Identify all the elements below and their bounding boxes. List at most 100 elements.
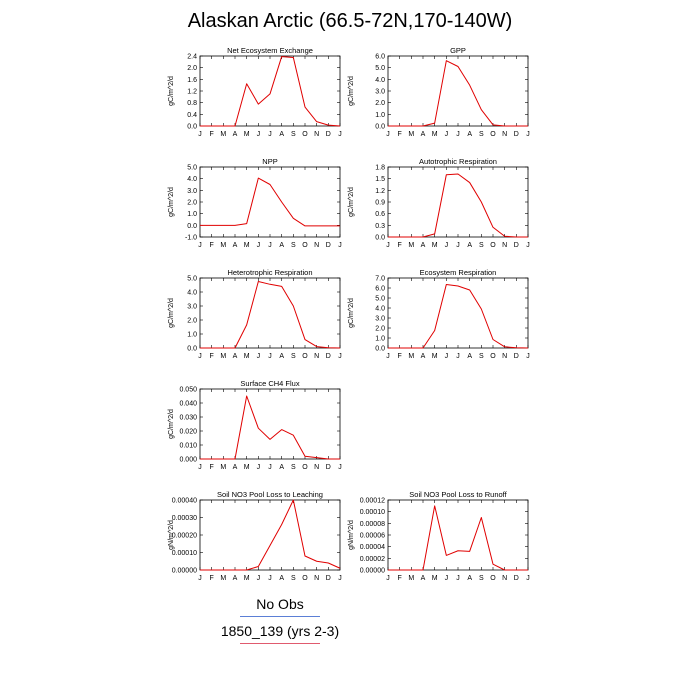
series-line [388, 60, 528, 127]
x-tick-label: J [526, 242, 530, 249]
x-tick-label: O [302, 131, 308, 138]
plot-frame [199, 499, 341, 571]
plot-frame [387, 499, 529, 571]
y-tick-label: 0.0 [375, 346, 385, 353]
y-axis-label: gC/m^2/d [348, 76, 355, 106]
y-tick-label: 0.0 [187, 346, 197, 353]
x-tick-label: J [456, 353, 460, 360]
y-tick-label: 0.3 [375, 223, 385, 230]
x-tick-label: F [398, 131, 402, 138]
x-tick-label: F [398, 353, 402, 360]
y-tick-label: 0.0 [187, 124, 197, 131]
x-tick-label: D [514, 353, 519, 360]
x-tick-label: A [421, 131, 426, 138]
plot-frame [199, 388, 341, 460]
x-tick-label: S [291, 575, 296, 582]
x-tick-label: A [233, 242, 238, 249]
x-tick-label: O [302, 242, 308, 249]
chart-title: Surface CH4 Flux [240, 379, 299, 388]
y-tick-label: 1.0 [187, 332, 197, 339]
chart-title: Soil NO3 Pool Loss to Runoff [409, 490, 507, 499]
x-tick-label: J [268, 464, 272, 471]
chart-panel: Soil NO3 Pool Loss to Runoff 0.00000 0.000… [348, 490, 530, 582]
x-tick-label: A [233, 464, 238, 471]
y-axis-label: gN/m^2/d [168, 520, 175, 550]
y-tick-label: 4.0 [187, 290, 197, 297]
y-axis-label: gC/m^2/d [168, 76, 175, 106]
x-tick-label: J [257, 575, 261, 582]
x-tick-label: J [198, 464, 202, 471]
x-tick-label: D [326, 464, 331, 471]
y-tick-label: 2.0 [375, 326, 385, 333]
y-tick-label: 3.0 [375, 89, 385, 96]
y-tick-label: 3.0 [375, 316, 385, 323]
x-tick-label: M [244, 131, 250, 138]
x-tick-label: J [268, 353, 272, 360]
x-tick-label: N [314, 242, 319, 249]
y-axis-label: gC/m^2/d [168, 298, 175, 328]
x-tick-label: N [502, 242, 507, 249]
x-tick-label: S [291, 131, 296, 138]
y-tick-label: 0.00000 [360, 568, 385, 575]
x-tick-label: M [408, 353, 414, 360]
x-tick-label: J [338, 575, 342, 582]
x-tick-label: O [490, 242, 496, 249]
x-tick-label: O [490, 575, 496, 582]
x-tick-label: F [210, 575, 214, 582]
x-tick-label: J [268, 575, 272, 582]
y-tick-label: 0.00030 [172, 515, 197, 522]
y-axis-label: gN/m^2/d [348, 520, 355, 550]
x-tick-label: J [198, 242, 202, 249]
x-tick-label: M [244, 575, 250, 582]
x-tick-label: J [386, 353, 390, 360]
y-tick-label: 0.4 [187, 112, 197, 119]
y-tick-label: 1.2 [187, 89, 197, 96]
y-tick-label: 3.0 [187, 304, 197, 311]
series-line [200, 177, 340, 227]
x-tick-label: M [220, 575, 226, 582]
legend-line-model [240, 643, 320, 644]
y-tick-label: 1.8 [375, 165, 385, 172]
x-tick-label: J [268, 131, 272, 138]
x-tick-label: J [257, 353, 261, 360]
y-tick-label: 2.0 [187, 65, 197, 72]
y-tick-label: -1.0 [185, 235, 197, 242]
x-tick-label: A [233, 353, 238, 360]
y-tick-label: 0.00010 [360, 509, 385, 516]
y-tick-label: 0.00004 [360, 544, 385, 551]
x-tick-label: M [244, 242, 250, 249]
x-tick-label: M [408, 242, 414, 249]
legend-line-no-obs [240, 616, 320, 617]
x-tick-label: M [220, 464, 226, 471]
legend-label-no-obs: No Obs [256, 596, 304, 612]
plot-frame [387, 166, 529, 238]
y-tick-label: 4.0 [375, 77, 385, 84]
y-tick-label: 0.9 [375, 200, 385, 207]
x-tick-label: F [210, 464, 214, 471]
x-tick-label: J [338, 242, 342, 249]
x-tick-label: J [338, 464, 342, 471]
y-tick-label: 5.0 [375, 296, 385, 303]
x-tick-label: O [302, 575, 308, 582]
plot-frame [199, 166, 341, 238]
series-line [388, 505, 528, 571]
x-tick-label: N [502, 353, 507, 360]
x-tick-label: D [514, 131, 519, 138]
x-tick-label: F [210, 242, 214, 249]
y-tick-label: 0.050 [179, 387, 197, 394]
y-tick-label: 0.0 [375, 124, 385, 131]
page-title: Alaskan Arctic (66.5-72N,170-140W) [187, 10, 513, 32]
x-tick-label: M [220, 242, 226, 249]
y-tick-label: 1.2 [375, 188, 385, 195]
x-tick-label: A [467, 242, 472, 249]
x-tick-label: J [386, 575, 390, 582]
x-tick-label: J [456, 575, 460, 582]
y-tick-label: 5.0 [187, 276, 197, 283]
x-tick-label: F [398, 575, 402, 582]
y-tick-label: 2.0 [375, 100, 385, 107]
chart-panel: Surface CH4 Flux 0.000 0.010 0.020 0.030 0.04… [168, 379, 342, 471]
x-tick-label: A [279, 353, 284, 360]
x-tick-label: N [314, 464, 319, 471]
y-tick-label: 6.0 [375, 54, 385, 61]
x-tick-label: J [445, 131, 449, 138]
